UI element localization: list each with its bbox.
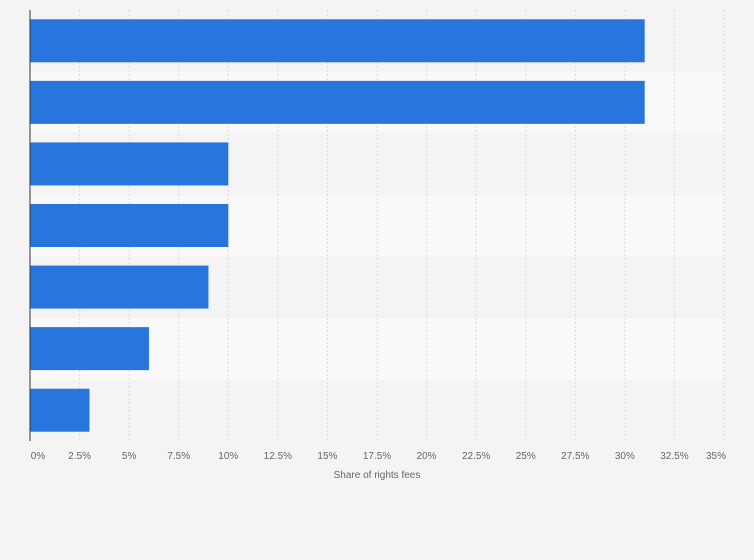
- x-tick-label: 7.5%: [167, 451, 190, 462]
- x-tick-label: 22.5%: [462, 451, 490, 462]
- x-tick-label: 2.5%: [68, 451, 91, 462]
- bar: [30, 142, 229, 186]
- bar: [30, 204, 229, 247]
- bar: [30, 80, 645, 124]
- x-tick-label: 5%: [122, 451, 137, 462]
- bars: [30, 19, 645, 432]
- x-axis-title: Share of rights fees: [334, 470, 421, 481]
- x-tick-label: 32.5%: [660, 451, 688, 462]
- bar: [30, 265, 209, 309]
- x-tick-label: 17.5%: [363, 451, 391, 462]
- x-axis-tick-labels: 0% 2.5% 5% 7.5% 10% 12.5% 15% 17.5% 20% 22.5% 25% 2…: [31, 451, 726, 462]
- x-tick-label: 15%: [317, 451, 337, 462]
- x-tick-label: 20%: [417, 451, 437, 462]
- x-tick-label: 0%: [31, 451, 46, 462]
- x-tick-label: 25%: [516, 451, 536, 462]
- x-tick-label: 30%: [615, 451, 635, 462]
- x-tick-label: 35%: [706, 451, 726, 462]
- bar: [30, 327, 149, 371]
- x-tick-label: 12.5%: [264, 451, 292, 462]
- x-tick-label: 27.5%: [561, 451, 589, 462]
- bar: [30, 19, 645, 63]
- bar: [30, 388, 90, 432]
- x-tick-label: 10%: [218, 451, 238, 462]
